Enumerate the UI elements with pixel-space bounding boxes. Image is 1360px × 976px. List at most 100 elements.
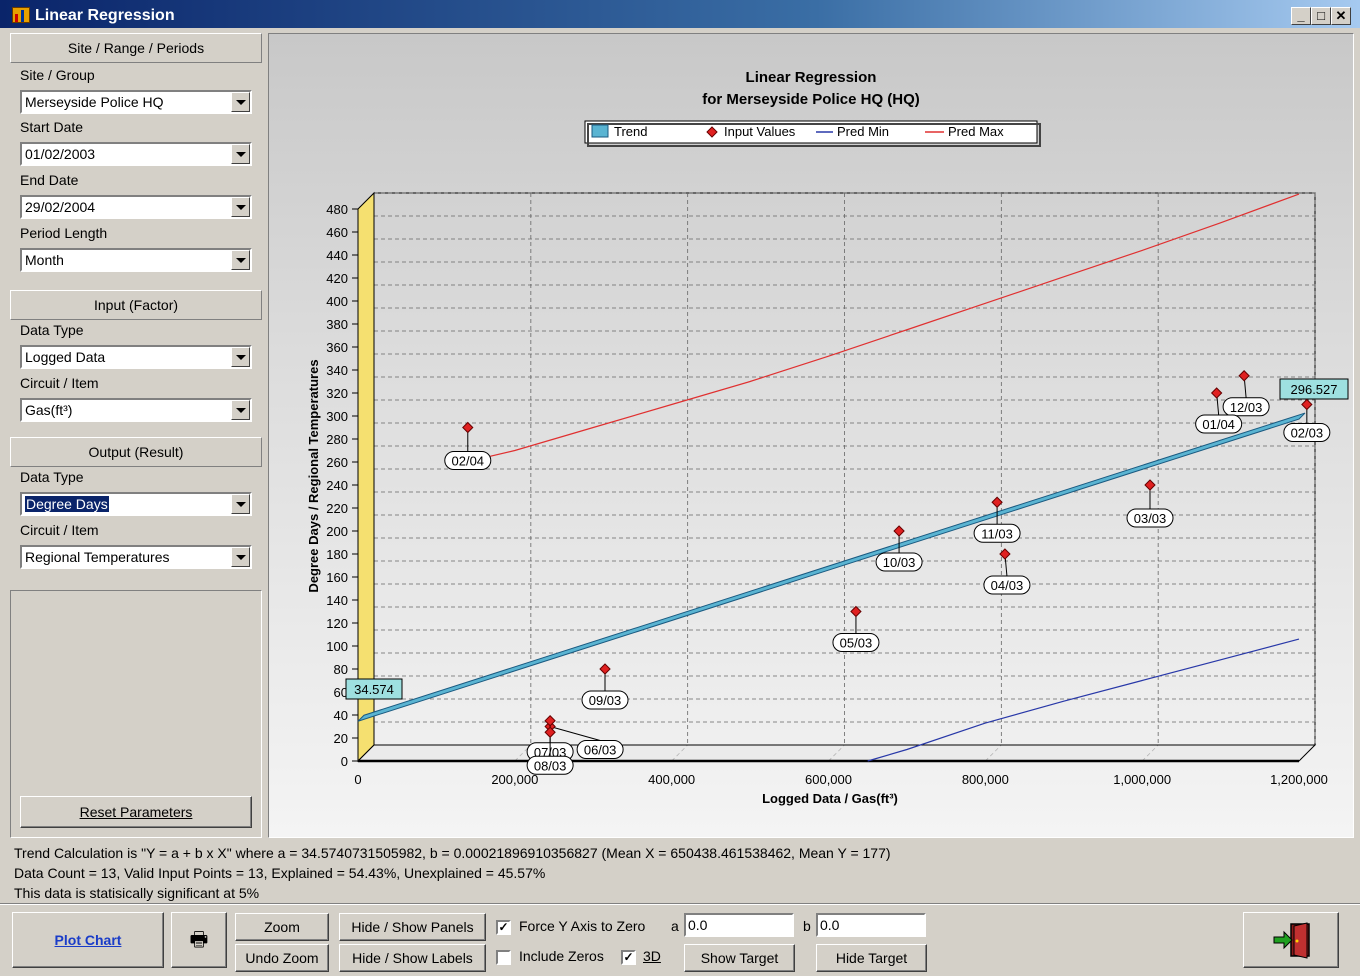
output-circuit-value: Regional Temperatures	[25, 549, 170, 565]
force-y-zero-checkbox[interactable]: ✓	[496, 920, 511, 935]
y-tick-label: 380	[326, 317, 348, 332]
input-circuit-select[interactable]: Gas(ft³)	[20, 398, 252, 422]
end-date-picker[interactable]: 29/02/2004	[20, 195, 252, 219]
three-d-checkbox[interactable]: ✓	[621, 950, 636, 965]
point-label: 02/03	[1291, 426, 1324, 441]
site-section-header: Site / Range / Periods	[10, 33, 262, 63]
data-point	[1144, 479, 1156, 491]
print-button[interactable]: 🖶	[171, 912, 227, 968]
legend-trend-label: Trend	[614, 124, 647, 139]
y-tick-label: 460	[326, 225, 348, 240]
three-d-label: 3D	[643, 948, 661, 964]
trend-equation-text: Trend Calculation is "Y = a + b x X" whe…	[14, 845, 891, 861]
data-point	[999, 548, 1011, 560]
y-tick-label: 260	[326, 455, 348, 470]
show-target-button[interactable]: Show Target	[684, 944, 795, 972]
point-label: 10/03	[883, 555, 916, 570]
include-zeros-checkbox[interactable]	[496, 950, 511, 965]
hide-show-panels-button[interactable]: Hide / Show Panels	[339, 913, 486, 941]
chevron-down-icon[interactable]	[231, 547, 250, 567]
panel-empty-area	[10, 590, 262, 838]
point-label-box	[576, 740, 624, 759]
hide-target-button[interactable]: Hide Target	[816, 944, 927, 972]
chevron-down-icon[interactable]	[231, 250, 250, 270]
period-length-value: Month	[25, 252, 64, 268]
hide-show-labels-button[interactable]: Hide / Show Labels	[339, 944, 486, 972]
y-tick-label: 320	[326, 386, 348, 401]
point-label: 11/03	[981, 526, 1013, 541]
point-leader-line	[549, 726, 601, 741]
legend-box	[584, 120, 1038, 144]
site-group-label: Site / Group	[20, 67, 95, 83]
x-tick-label: 1,200,000	[1270, 772, 1328, 787]
bottom-toolbar	[0, 903, 1360, 976]
regression-chart[interactable]: 0 20 40 60 80 100 120 140 160 180 200 220 240 260 280 3…	[268, 33, 1354, 838]
x-axis-title: Logged Data / Gas(ft³)	[762, 791, 898, 806]
check-icon: ✓	[623, 950, 634, 964]
input-circuit-value: Gas(ft³)	[25, 402, 73, 418]
a-value-input[interactable]: 0.0	[684, 913, 794, 937]
chevron-down-icon[interactable]	[231, 347, 250, 367]
exit-button[interactable]	[1243, 912, 1339, 968]
close-button[interactable]: ✕	[1331, 7, 1351, 25]
chevron-down-icon[interactable]	[231, 92, 250, 112]
pred-min-line	[867, 638, 1300, 762]
end-date-value: 29/02/2004	[25, 199, 96, 215]
plot-chart-button[interactable]: Plot Chart	[12, 912, 164, 968]
undo-zoom-button[interactable]: Undo Zoom	[235, 944, 329, 972]
input-data-type-select[interactable]: Logged Data	[20, 345, 252, 369]
chevron-down-icon[interactable]	[231, 144, 250, 164]
point-label: 08/03	[534, 758, 567, 773]
output-section-header: Output (Result)	[10, 437, 262, 467]
window-title: Linear Regression	[35, 7, 175, 24]
zoom-button[interactable]: Zoom	[235, 913, 329, 941]
output-circuit-select[interactable]: Regional Temperatures	[20, 545, 252, 569]
y-tick-label: 40	[334, 708, 348, 723]
trend-start-label-box	[345, 678, 403, 700]
legend-pred-max-label: Pred Max	[948, 124, 1004, 139]
minimize-button[interactable]: _	[1291, 7, 1311, 25]
y-tick-label: 480	[326, 202, 348, 217]
point-label-box	[983, 575, 1031, 595]
data-point	[544, 715, 556, 727]
point-label-box	[832, 633, 880, 652]
printer-icon: 🖶	[189, 929, 209, 951]
point-label-box	[1126, 508, 1174, 528]
y-tick-label: 200	[326, 524, 348, 539]
data-point	[462, 421, 474, 434]
x-tick-label: 600,000	[805, 772, 852, 787]
point-label: 04/03	[991, 578, 1024, 593]
point-label-box	[875, 552, 923, 572]
y-axis-title: Degree Days / Regional Temperatures	[306, 359, 321, 592]
point-label: 12/03	[1230, 400, 1263, 415]
title-bar: Linear Regression _ □ ✕	[0, 0, 1360, 28]
x-tick-label: 200,000	[491, 772, 538, 787]
chart-title: Linear Regression	[746, 69, 877, 86]
data-point	[1210, 387, 1223, 399]
y-tick-label: 120	[326, 616, 348, 631]
data-count-text: Data Count = 13, Valid Input Points = 13…	[14, 865, 546, 881]
exit-door-icon	[1273, 922, 1310, 959]
reset-parameters-button[interactable]: Reset Parameters	[20, 796, 252, 828]
y-tick-label: 240	[326, 478, 348, 493]
chevron-down-icon[interactable]	[231, 400, 250, 420]
maximize-button[interactable]: □	[1311, 7, 1331, 25]
chevron-down-icon[interactable]	[231, 197, 250, 217]
point-label-box	[1283, 423, 1331, 442]
x-tick-label: 800,000	[962, 772, 1009, 787]
significance-text: This data is statisically significant at…	[14, 885, 260, 901]
y-tick-label: 300	[326, 409, 348, 424]
y-tick-label: 360	[326, 340, 348, 355]
data-point	[850, 605, 862, 618]
start-date-picker[interactable]: 01/02/2003	[20, 142, 252, 166]
site-group-select[interactable]: Merseyside Police HQ	[20, 90, 252, 114]
b-value-input[interactable]: 0.0	[816, 913, 926, 937]
y-tick-label: 440	[326, 248, 348, 263]
chevron-down-icon[interactable]	[231, 494, 250, 514]
point-label-box	[1222, 397, 1270, 417]
output-data-type-select[interactable]: Degree Days	[20, 492, 252, 516]
x-tick-label: 1,000,000	[1113, 772, 1171, 787]
period-length-select[interactable]: Month	[20, 248, 252, 272]
y-tick-label: 20	[334, 731, 348, 746]
point-label: 09/03	[589, 693, 622, 708]
